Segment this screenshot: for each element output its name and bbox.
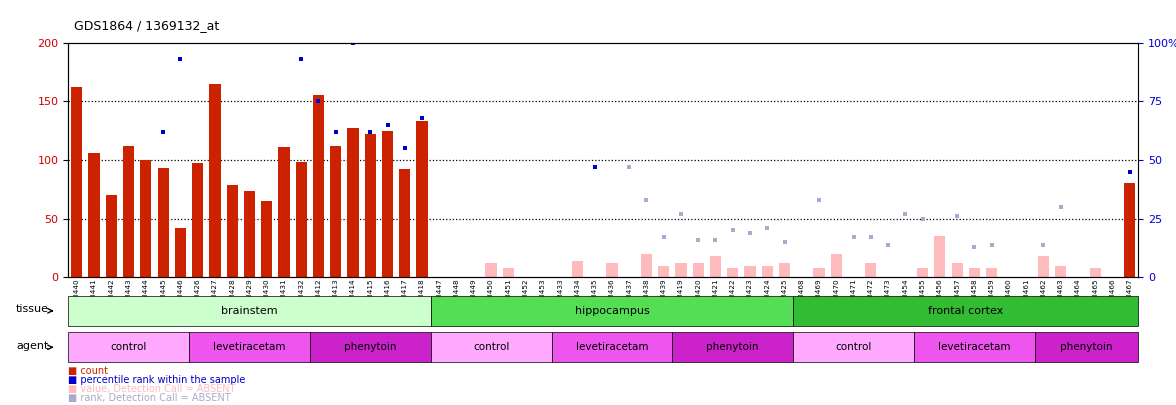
Bar (243, 190, 255, 277)
Bar (158, 168, 168, 277)
Bar (140, 160, 152, 277)
Bar (659, 266, 669, 277)
Bar (227, 185, 238, 277)
Bar (295, 162, 307, 277)
Bar (607, 263, 617, 277)
Bar (309, 332, 430, 362)
Text: tissue: tissue (15, 304, 48, 314)
Bar (917, 268, 928, 277)
Bar (88, 153, 100, 277)
Bar (503, 268, 514, 277)
Text: agent: agent (16, 341, 48, 351)
Bar (365, 134, 376, 277)
Text: ■ rank, Detection Call = ABSENT: ■ rank, Detection Call = ABSENT (68, 393, 230, 403)
Bar (106, 195, 116, 277)
Text: hippocampus: hippocampus (575, 306, 649, 316)
Text: phenytoin: phenytoin (1061, 342, 1112, 352)
Bar (951, 263, 963, 277)
Bar (486, 263, 496, 277)
Bar (866, 263, 876, 277)
Bar (693, 263, 703, 277)
Bar (1038, 256, 1049, 277)
Text: phenytoin: phenytoin (345, 342, 396, 352)
Bar (710, 256, 721, 277)
Bar (399, 169, 410, 277)
Bar (68, 296, 430, 326)
Bar (641, 254, 652, 277)
Bar (123, 146, 134, 277)
Bar (1055, 266, 1067, 277)
Text: ■ value, Detection Call = ABSENT: ■ value, Detection Call = ABSENT (68, 384, 235, 394)
Bar (985, 268, 997, 277)
Text: GDS1864 / 1369132_at: GDS1864 / 1369132_at (74, 19, 220, 32)
Bar (762, 266, 773, 277)
Bar (793, 332, 914, 362)
Text: levetiracetam: levetiracetam (576, 342, 648, 352)
Bar (416, 121, 428, 277)
Bar (779, 263, 790, 277)
Bar (330, 146, 341, 277)
Bar (189, 332, 309, 362)
Bar (793, 296, 1138, 326)
Bar (279, 147, 289, 277)
Bar (1124, 183, 1135, 277)
Bar (934, 237, 946, 277)
Text: control: control (473, 342, 509, 352)
Bar (744, 266, 756, 277)
Bar (1090, 268, 1101, 277)
Bar (1035, 332, 1138, 362)
Bar (382, 130, 393, 277)
Bar (261, 201, 273, 277)
Text: levetiracetam: levetiracetam (213, 342, 286, 352)
Text: phenytoin: phenytoin (707, 342, 759, 352)
Bar (72, 87, 82, 277)
Text: ■ count: ■ count (68, 366, 108, 376)
Bar (430, 296, 793, 326)
Bar (969, 268, 980, 277)
Bar (313, 96, 325, 277)
Bar (830, 254, 842, 277)
Text: control: control (835, 342, 871, 352)
Bar (175, 228, 186, 277)
Bar (347, 128, 359, 277)
Bar (727, 268, 739, 277)
Bar (675, 263, 687, 277)
Text: brainstem: brainstem (221, 306, 278, 316)
Bar (572, 261, 583, 277)
Bar (430, 332, 552, 362)
Bar (914, 332, 1035, 362)
Text: levetiracetam: levetiracetam (938, 342, 1010, 352)
Text: frontal cortex: frontal cortex (928, 306, 1003, 316)
Text: ■ percentile rank within the sample: ■ percentile rank within the sample (68, 375, 246, 385)
Bar (192, 164, 203, 277)
Text: control: control (111, 342, 147, 352)
Bar (552, 332, 673, 362)
Bar (673, 332, 793, 362)
Bar (68, 332, 189, 362)
Bar (814, 268, 824, 277)
Bar (209, 84, 221, 277)
